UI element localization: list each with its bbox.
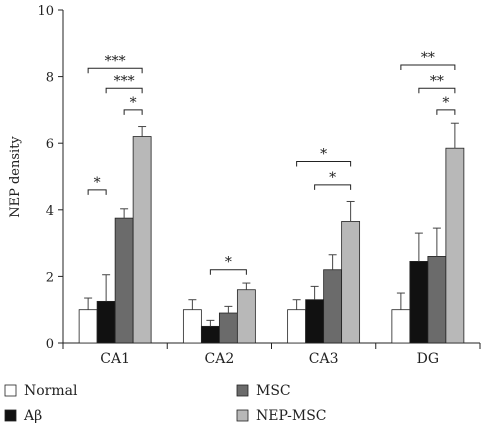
- x-tick-label: CA1: [100, 351, 130, 367]
- significance-bracket: [105, 87, 143, 94]
- bar: [236, 289, 256, 344]
- error-bars: [84, 122, 459, 327]
- bar: [305, 299, 325, 344]
- y-tick-label: 4: [46, 204, 54, 219]
- significance-label: *: [442, 95, 449, 111]
- x-tick-label: DG: [417, 351, 439, 367]
- legend-swatch: [4, 409, 17, 422]
- bar: [218, 312, 238, 344]
- bar: [445, 147, 465, 344]
- legend: Normal Aβ MSC NEP-MSC: [4, 383, 327, 424]
- legend-label: Aβ: [23, 408, 42, 424]
- y-tick-label: 10: [37, 4, 54, 19]
- x-ticks: CA1 CA2 CA3 DG: [62, 343, 481, 367]
- significance-label: *: [130, 95, 137, 111]
- significance-bracket: [87, 67, 143, 74]
- significance-bracket: [296, 161, 352, 167]
- significance-brackets: ****************: [87, 50, 456, 275]
- significance-label: *: [329, 170, 336, 186]
- significance-bracket: [400, 64, 456, 70]
- x-tick-label: CA3: [309, 351, 339, 367]
- bars: [78, 136, 465, 344]
- significance-bracket: [314, 184, 352, 190]
- y-tick-label: 2: [46, 270, 54, 285]
- legend-swatch: [4, 384, 17, 397]
- y-ticks: 0 2 4 6 8 10: [37, 4, 63, 352]
- legend-swatch: [236, 409, 249, 422]
- bar: [132, 136, 152, 344]
- significance-bracket: [418, 87, 456, 94]
- legend-label: Normal: [24, 383, 78, 399]
- bar: [287, 309, 307, 344]
- bar: [182, 309, 202, 344]
- significance-bracket: [87, 189, 107, 195]
- legend-label: NEP-MSC: [256, 408, 327, 424]
- bar: [114, 217, 134, 344]
- bar: [323, 269, 343, 344]
- y-tick-label: 6: [46, 137, 54, 152]
- y-tick-label: 0: [46, 337, 54, 352]
- bar: [200, 325, 220, 344]
- significance-label: *: [320, 147, 327, 163]
- significance-label: ***: [105, 53, 126, 69]
- significance-bracket: [209, 269, 247, 275]
- significance-bracket: [436, 109, 456, 115]
- significance-label: *: [225, 255, 232, 271]
- legend-swatch: [236, 384, 249, 397]
- bar: [96, 300, 116, 344]
- bar: [78, 309, 98, 344]
- y-axis-label: NEP density: [8, 136, 23, 218]
- x-tick-label: CA2: [205, 351, 235, 367]
- bar: [409, 261, 429, 344]
- significance-bracket: [123, 109, 143, 115]
- bar: [391, 309, 411, 344]
- bar: [341, 221, 361, 344]
- bar: [427, 256, 447, 344]
- legend-label: MSC: [256, 383, 291, 399]
- significance-label: ***: [114, 73, 135, 89]
- significance-label: **: [430, 73, 444, 89]
- y-tick-label: 8: [46, 71, 54, 86]
- significance-label: **: [421, 50, 435, 66]
- significance-label: *: [94, 175, 101, 191]
